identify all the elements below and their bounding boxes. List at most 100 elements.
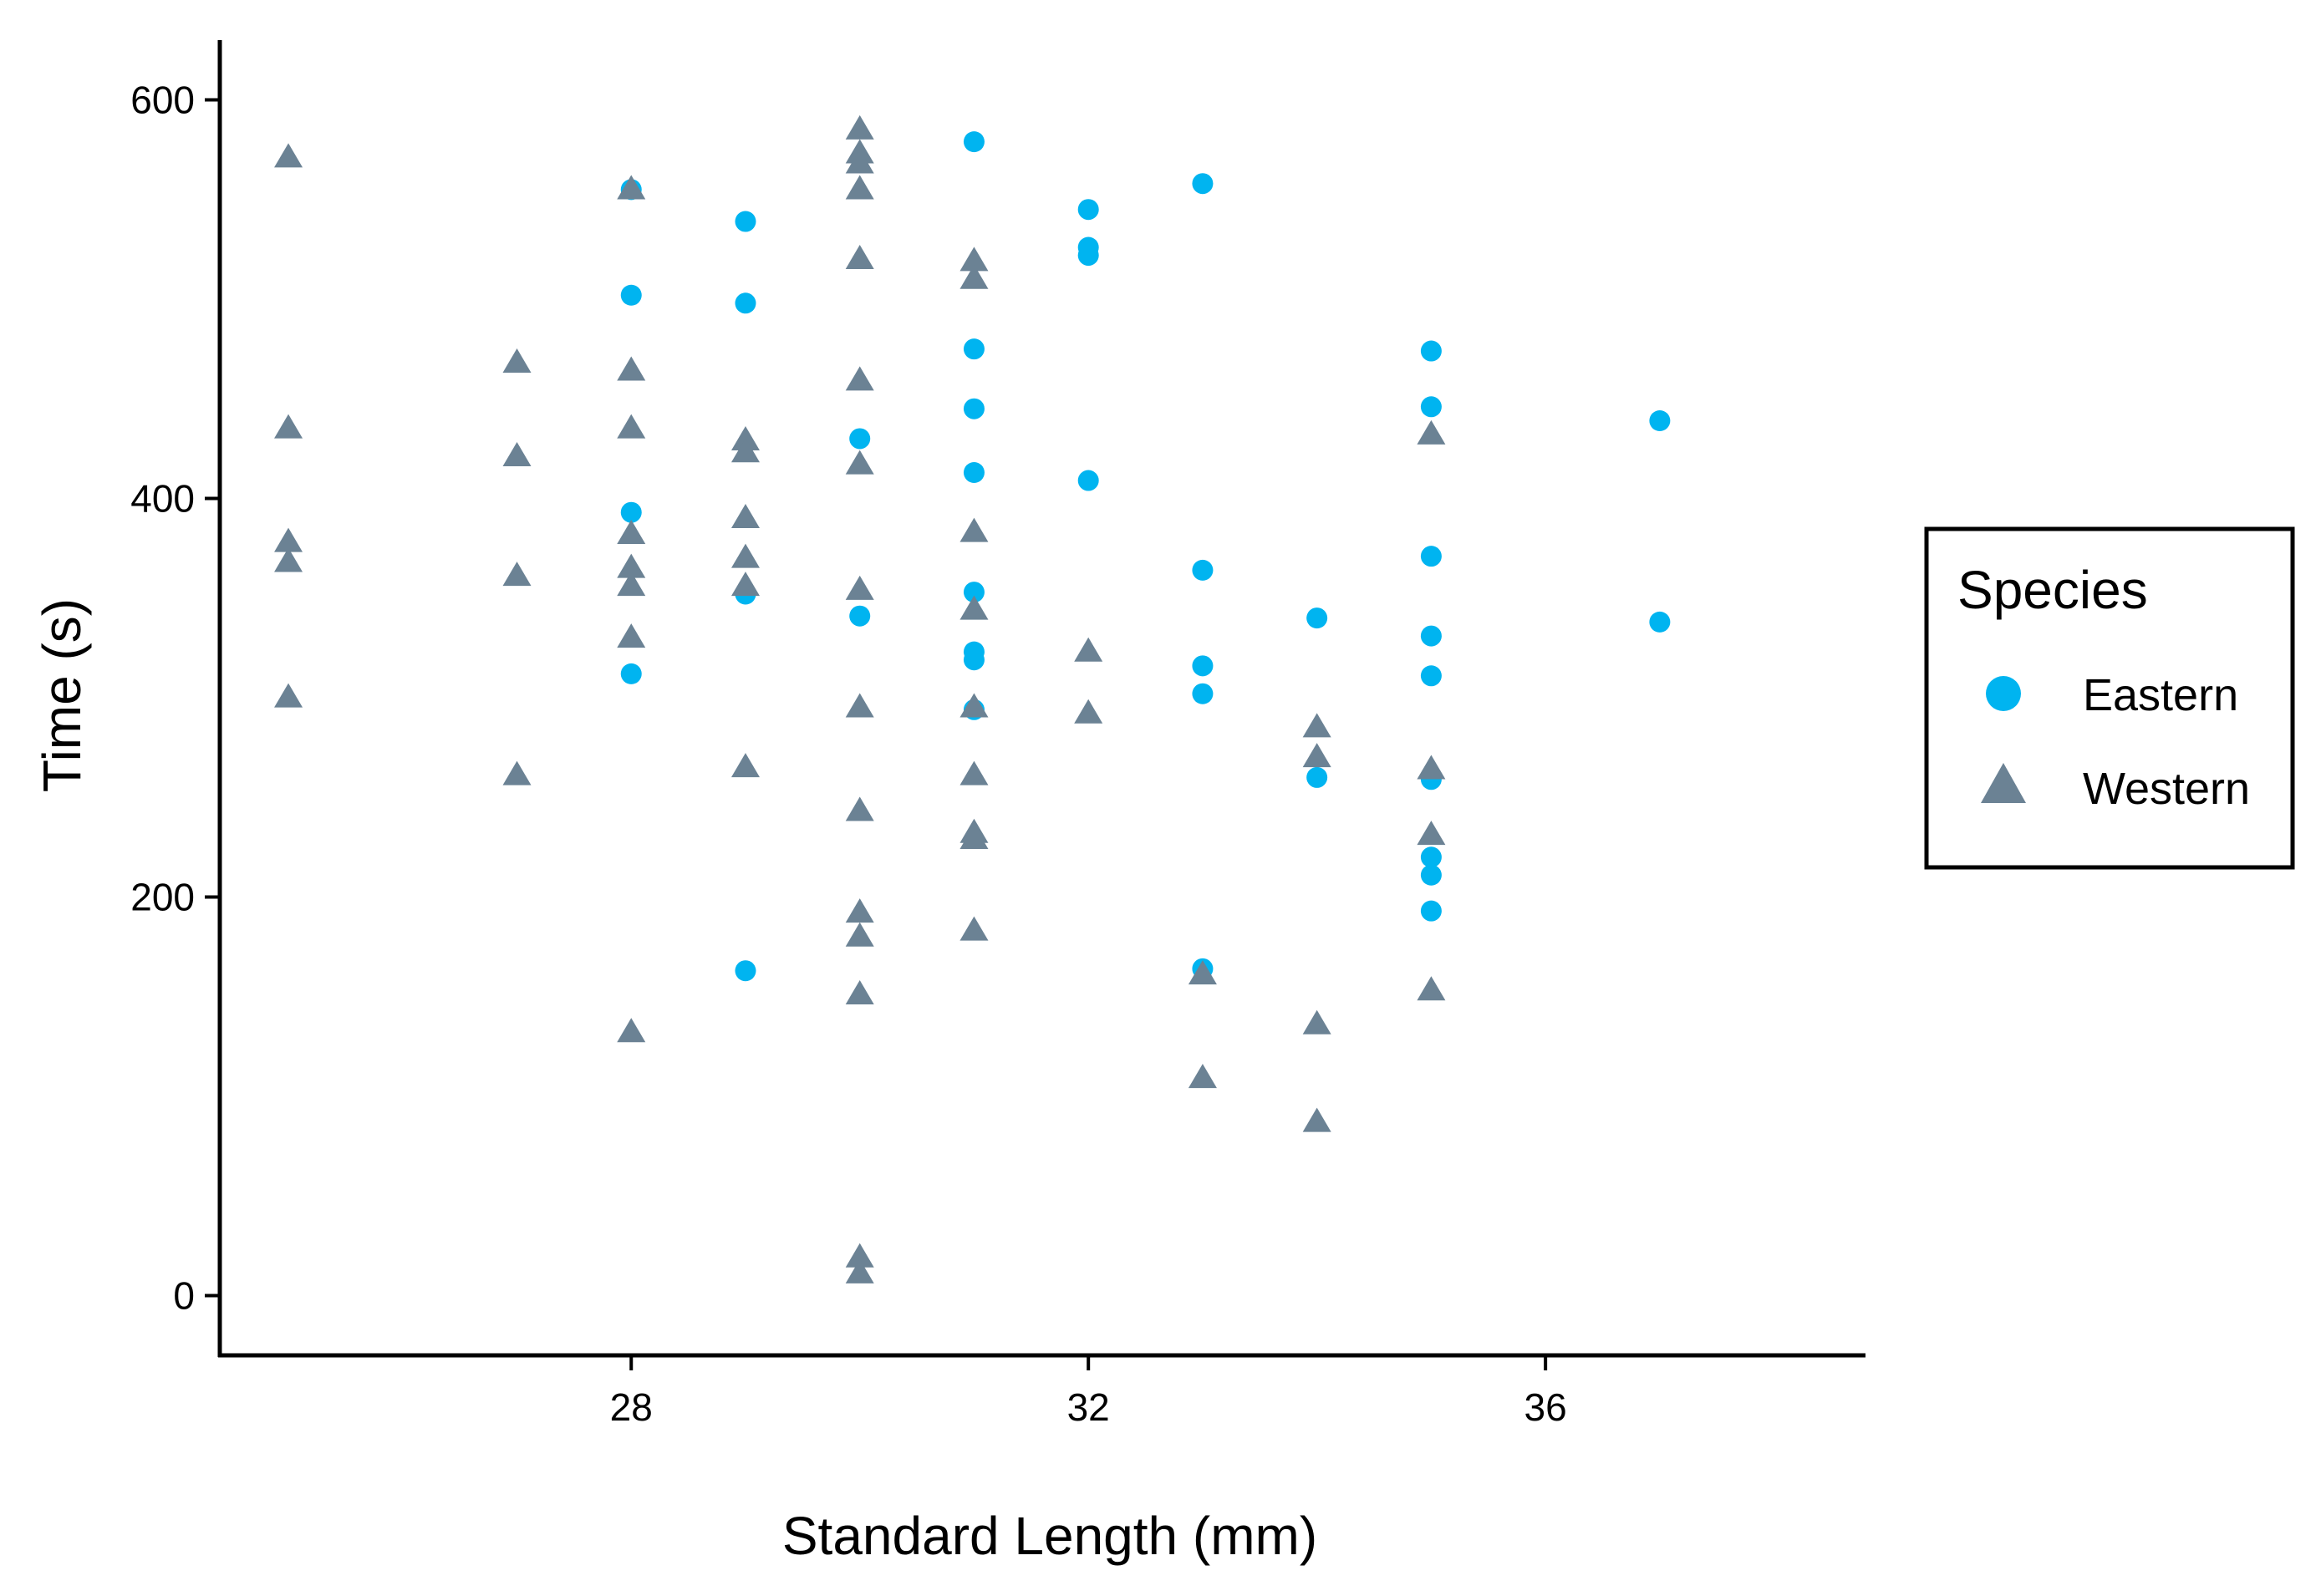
point-eastern xyxy=(963,462,985,484)
point-western xyxy=(959,693,989,718)
point-eastern xyxy=(1192,683,1214,704)
point-western xyxy=(617,572,646,597)
point-western xyxy=(1074,637,1103,662)
point-western xyxy=(274,527,303,552)
point-eastern xyxy=(1077,199,1099,221)
point-eastern xyxy=(963,398,985,419)
point-western xyxy=(274,414,303,439)
point-eastern xyxy=(735,211,756,232)
y-tick-label: 600 xyxy=(130,79,195,122)
point-western xyxy=(730,543,760,568)
point-western xyxy=(845,898,874,923)
point-eastern xyxy=(1420,846,1442,868)
point-eastern xyxy=(849,428,871,450)
point-eastern xyxy=(1077,470,1099,491)
legend-key-western xyxy=(1981,763,2026,803)
point-eastern xyxy=(1306,766,1328,788)
point-eastern xyxy=(963,582,985,603)
point-western xyxy=(959,264,989,289)
chart-axes: 28 32 36 0 200 400 600 xyxy=(130,40,1865,1429)
point-western xyxy=(730,753,760,778)
series-eastern xyxy=(620,131,1671,982)
point-western xyxy=(845,114,874,140)
x-tick-label: 28 xyxy=(610,1385,653,1429)
point-western xyxy=(617,520,646,545)
y-axis-title: Time (s) xyxy=(32,598,92,792)
point-western xyxy=(845,922,874,947)
point-western xyxy=(1302,1009,1331,1034)
point-western xyxy=(1417,419,1446,445)
point-eastern xyxy=(963,649,985,671)
legend-title: Species xyxy=(1957,560,2148,620)
point-western xyxy=(845,1258,874,1283)
y-tick-label: 200 xyxy=(130,875,195,918)
point-western xyxy=(617,356,646,381)
point-western xyxy=(502,348,532,373)
point-western xyxy=(274,683,303,708)
point-western xyxy=(730,572,760,597)
point-eastern xyxy=(1649,410,1671,432)
point-western xyxy=(845,979,874,1004)
point-western xyxy=(1188,1064,1217,1089)
point-eastern xyxy=(1192,173,1214,195)
point-eastern xyxy=(963,131,985,153)
y-tick-label: 400 xyxy=(130,477,195,521)
point-western xyxy=(730,438,760,463)
point-western xyxy=(1302,743,1331,768)
point-western xyxy=(1417,821,1446,846)
point-eastern xyxy=(735,292,756,314)
point-western xyxy=(274,143,303,168)
point-eastern xyxy=(849,605,871,627)
point-eastern xyxy=(1420,864,1442,886)
point-western xyxy=(959,595,989,620)
point-western xyxy=(502,562,532,587)
point-western xyxy=(845,575,874,600)
x-tick-label: 32 xyxy=(1067,1385,1110,1429)
point-western xyxy=(845,175,874,200)
point-western xyxy=(845,796,874,821)
point-western xyxy=(1188,960,1217,985)
point-western xyxy=(959,760,989,785)
point-eastern xyxy=(1192,655,1214,677)
point-western xyxy=(845,244,874,269)
point-western xyxy=(959,247,989,272)
point-eastern xyxy=(735,960,756,982)
point-western xyxy=(845,693,874,718)
x-axis-title: Standard Length (mm) xyxy=(782,1506,1317,1566)
point-western xyxy=(959,916,989,941)
point-western xyxy=(274,547,303,572)
point-eastern xyxy=(620,663,642,684)
point-western xyxy=(959,517,989,542)
point-western xyxy=(1417,976,1446,1001)
point-western xyxy=(1417,755,1446,780)
y-axis-ticks: 0 200 400 600 xyxy=(130,79,220,1317)
point-eastern xyxy=(1420,396,1442,418)
point-eastern xyxy=(620,284,642,306)
point-western xyxy=(845,366,874,391)
point-western xyxy=(502,760,532,785)
point-western xyxy=(1302,713,1331,738)
point-western xyxy=(1302,1107,1331,1132)
point-western xyxy=(845,450,874,475)
point-western xyxy=(617,623,646,648)
point-eastern xyxy=(1420,340,1442,362)
point-western xyxy=(845,149,874,174)
point-eastern xyxy=(1077,245,1099,267)
point-western xyxy=(502,442,532,467)
legend-key-eastern xyxy=(1986,676,2021,711)
point-eastern xyxy=(1420,625,1442,647)
point-eastern xyxy=(1306,607,1328,629)
chart-marks xyxy=(274,114,1671,1283)
point-western xyxy=(617,175,646,200)
point-eastern xyxy=(963,338,985,360)
point-western xyxy=(617,1018,646,1043)
point-eastern xyxy=(1420,665,1442,687)
y-tick-label: 0 xyxy=(173,1273,195,1317)
point-western xyxy=(730,503,760,528)
legend-label-eastern: Eastern xyxy=(2083,670,2238,720)
legend-label-western: Western xyxy=(2083,764,2250,814)
x-tick-label: 36 xyxy=(1524,1385,1567,1429)
point-western xyxy=(1074,699,1103,724)
point-western xyxy=(845,1243,874,1268)
point-western xyxy=(617,553,646,578)
